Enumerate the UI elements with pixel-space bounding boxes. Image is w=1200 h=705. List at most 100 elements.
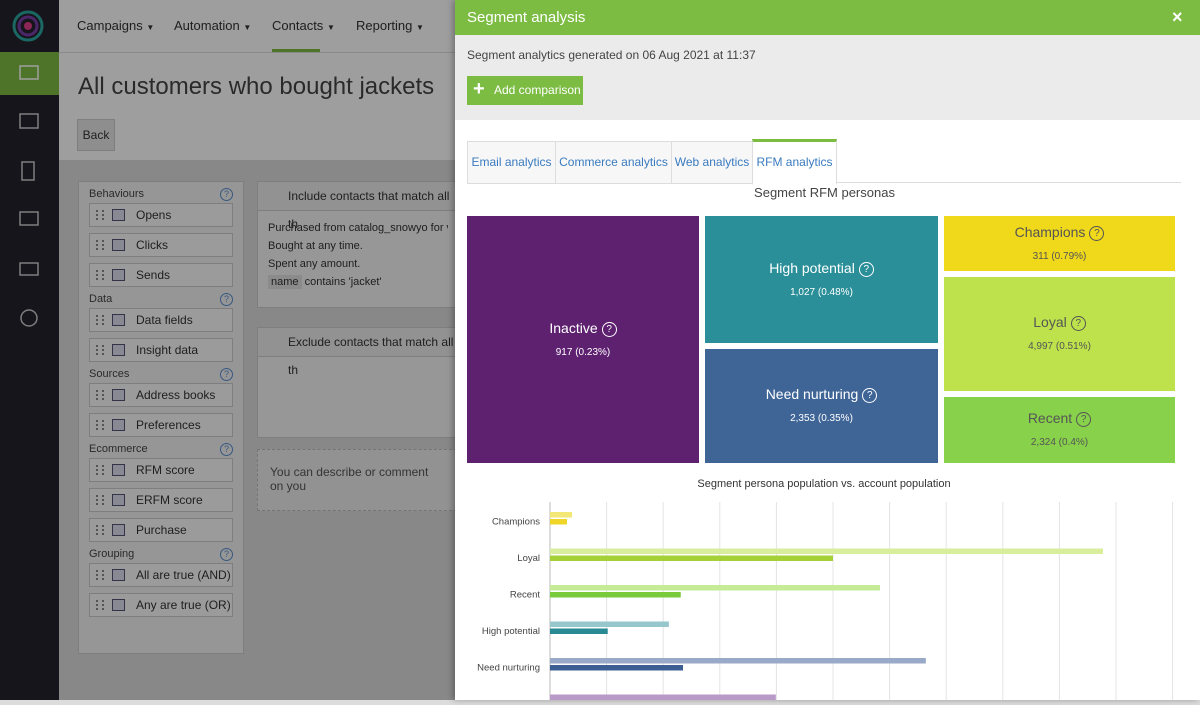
exclude-box: Exclude contacts that match all th bbox=[257, 327, 459, 438]
group-label: Behaviours bbox=[89, 188, 145, 200]
persona-cell[interactable]: Need nurturing? 2,353 (0.35%) bbox=[705, 349, 938, 463]
builder-item[interactable]: Preferences bbox=[89, 413, 233, 437]
panel-header: Segment analysis × bbox=[455, 0, 1200, 35]
persona-content: Need nurturing? 2,353 (0.35%) bbox=[705, 386, 938, 424]
icon[interactable] bbox=[20, 309, 38, 327]
persona-cell[interactable]: Loyal? 4,997 (0.51%) bbox=[944, 277, 1175, 391]
builder-item[interactable]: Data fields bbox=[89, 308, 233, 332]
persona-label: Recent bbox=[1027, 410, 1073, 426]
bar bbox=[550, 621, 669, 627]
help-icon[interactable]: ? bbox=[220, 548, 233, 561]
builder-panel: Behaviours? Opens Clicks Sends Data? Data fie… bbox=[78, 181, 244, 654]
builder-item[interactable]: Any are true (OR) bbox=[89, 593, 233, 617]
back-button[interactable]: Back bbox=[77, 119, 115, 151]
nav-item[interactable]: Contacts ▼ bbox=[272, 18, 335, 33]
tab[interactable]: RFM analytics bbox=[752, 139, 837, 185]
group-label: Ecommerce bbox=[89, 443, 148, 455]
plus-icon: + bbox=[473, 78, 485, 100]
tab[interactable]: Web analytics bbox=[671, 141, 753, 184]
tab[interactable]: Commerce analytics bbox=[555, 141, 672, 184]
persona-name: Inactive? bbox=[467, 320, 699, 337]
tab[interactable]: Email analytics bbox=[467, 141, 556, 184]
nav-item[interactable]: Automation ▼ bbox=[174, 18, 252, 33]
personas-title: Segment RFM personas bbox=[754, 185, 895, 200]
caret: ▼ bbox=[146, 23, 155, 32]
help-icon[interactable]: ? bbox=[858, 261, 874, 277]
help-icon[interactable]: ? bbox=[220, 293, 233, 306]
group-label: Grouping bbox=[89, 548, 135, 560]
comment[interactable]: You can describe or comment on you bbox=[257, 449, 457, 511]
bar bbox=[550, 548, 1103, 554]
bar bbox=[550, 585, 880, 591]
persona-content: Champions? 311 (0.79%) bbox=[944, 224, 1175, 262]
persona-name: Recent? bbox=[944, 410, 1175, 427]
group-title: Data? bbox=[89, 293, 243, 306]
icon[interactable] bbox=[19, 211, 39, 226]
panel-info: Segment analytics generated on 06 Aug 20… bbox=[455, 35, 1200, 120]
persona-content: High potential? 1,027 (0.48%) bbox=[705, 260, 938, 298]
page-title: All customers who bought jackets bbox=[78, 73, 435, 100]
bar bbox=[550, 658, 926, 664]
help-icon[interactable]: ? bbox=[601, 321, 617, 337]
persona-label: Champions bbox=[1014, 223, 1086, 240]
help-icon[interactable]: ? bbox=[1076, 412, 1092, 427]
help-icon[interactable]: ? bbox=[862, 388, 878, 403]
sidebar-icons bbox=[0, 10, 59, 327]
add-comparison[interactable]: + Add comparison bbox=[467, 76, 583, 105]
persona-count: 2,353 (0.35%) bbox=[790, 413, 853, 424]
persona-name: Need nurturing? bbox=[705, 386, 938, 403]
generated-text: Segment analytics generated on 06 Aug 20… bbox=[467, 48, 756, 62]
nav-item[interactable]: Campaigns ▼ bbox=[77, 18, 155, 33]
builder-item[interactable]: Address books bbox=[89, 383, 233, 407]
builder-item[interactable]: Sends bbox=[89, 263, 233, 287]
logo bbox=[12, 10, 44, 42]
builder-item[interactable]: All are true (AND) bbox=[89, 563, 233, 587]
segment-panel: Segment analysis × Segment analytics gen… bbox=[455, 0, 1200, 700]
icon[interactable] bbox=[19, 113, 39, 129]
panel-title: Segment analysis bbox=[467, 9, 586, 26]
builder-item[interactable]: Clicks bbox=[89, 233, 233, 257]
close-button[interactable]: × bbox=[1172, 7, 1183, 27]
builder-item[interactable]: Purchase bbox=[89, 518, 233, 542]
group-label: Data bbox=[89, 293, 113, 305]
persona-count: 917 (0.23%) bbox=[555, 346, 611, 358]
nav-active bbox=[272, 49, 320, 52]
group-title: Ecommerce? bbox=[89, 443, 243, 456]
icon[interactable] bbox=[19, 65, 39, 80]
logo bbox=[24, 22, 32, 30]
exclude-title: Exclude contacts that match all th bbox=[258, 328, 458, 377]
help-icon[interactable]: ? bbox=[1070, 316, 1086, 331]
builder-item[interactable]: RFM score bbox=[89, 458, 233, 482]
condition: contains 'jacket' bbox=[304, 276, 382, 288]
persona-name: High potential? bbox=[705, 260, 938, 277]
help-icon[interactable]: ? bbox=[220, 188, 233, 201]
help-icon[interactable]: ? bbox=[220, 443, 233, 456]
add-label: Add comparison bbox=[494, 83, 581, 97]
persona-cell[interactable]: Inactive? 917 (0.23%) bbox=[467, 216, 699, 463]
builder-item[interactable]: ERFM score bbox=[89, 488, 233, 512]
chart-title: Segment persona population vs. account p… bbox=[697, 478, 950, 490]
persona-cell[interactable]: Champions? 311 (0.79%) bbox=[944, 216, 1175, 271]
bar bbox=[550, 665, 684, 671]
help-icon[interactable]: ? bbox=[220, 368, 233, 381]
bar bbox=[550, 519, 567, 525]
field-tag: name bbox=[268, 275, 302, 289]
builder-item[interactable]: Insight data bbox=[89, 338, 233, 362]
icon[interactable] bbox=[21, 161, 35, 181]
persona-name: Champions? bbox=[944, 224, 1175, 241]
persona-count: 311 (0.79%) bbox=[1032, 250, 1087, 262]
include-box: Include contacts that match all th Purch… bbox=[257, 181, 459, 308]
help-icon[interactable]: ? bbox=[1089, 225, 1105, 241]
caret: ▼ bbox=[243, 23, 252, 32]
logo bbox=[17, 15, 39, 37]
nav-item[interactable]: Reporting ▼ bbox=[356, 18, 424, 33]
y-tick-label: High potential bbox=[482, 626, 540, 637]
builder-item[interactable]: Opens bbox=[89, 203, 233, 227]
include-title: Include contacts that match all th bbox=[258, 182, 458, 231]
icon[interactable] bbox=[19, 262, 39, 276]
persona-cell[interactable]: High potential? 1,027 (0.48%) bbox=[705, 216, 938, 343]
persona-label: Need nurturing bbox=[765, 386, 859, 402]
persona-name: Loyal? bbox=[944, 314, 1175, 331]
persona-cell[interactable]: Recent? 2,324 (0.4%) bbox=[944, 397, 1175, 463]
